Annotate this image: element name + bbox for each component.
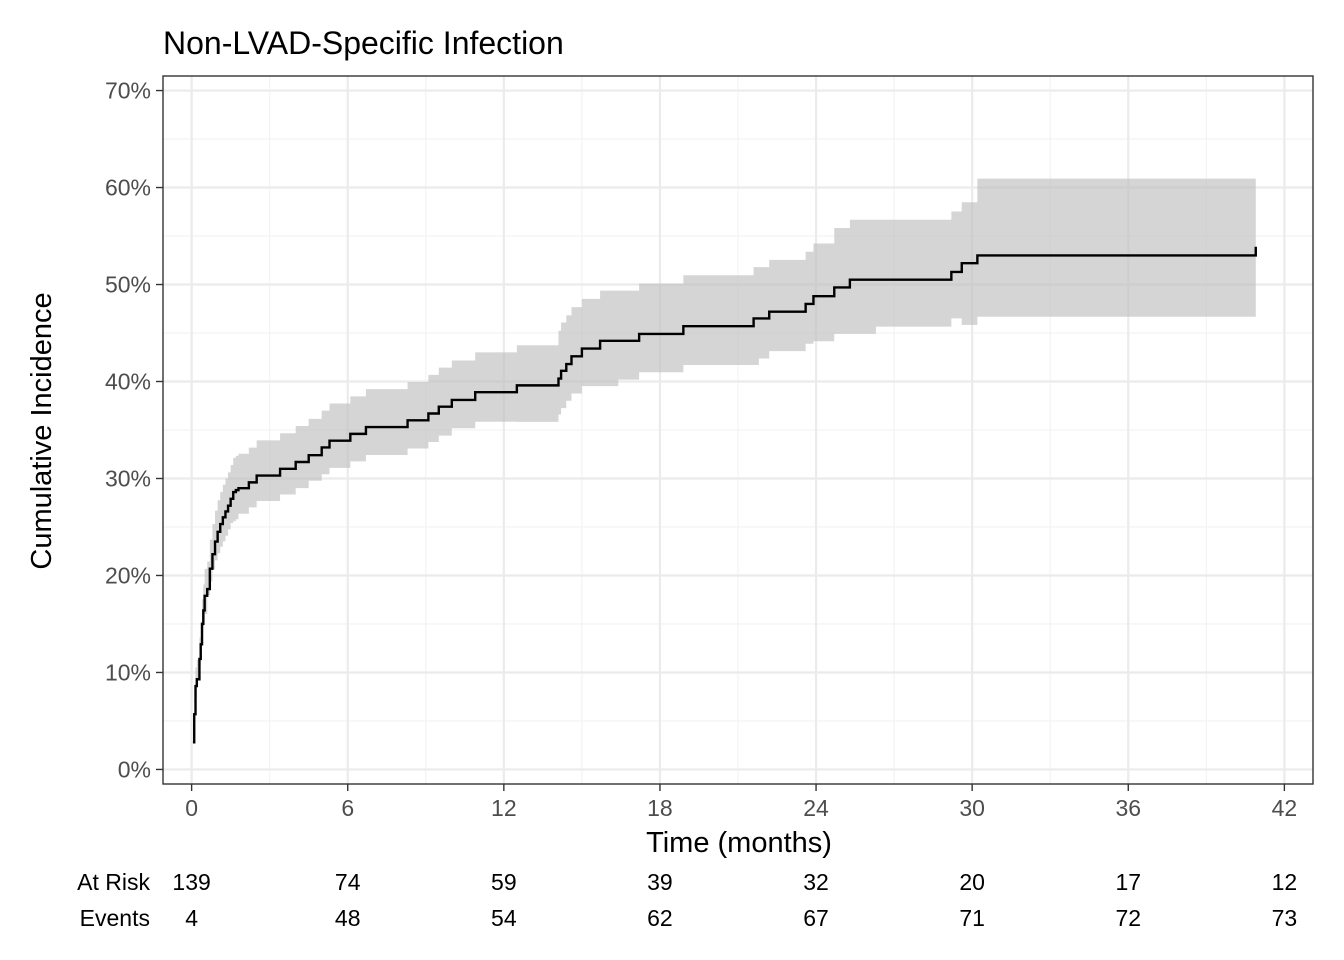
risk-table-value: 73 [1272,905,1298,931]
y-axis-title: Cumulative Incidence [26,292,58,569]
risk-table-value: 59 [491,869,517,895]
plot-panel [162,75,1314,785]
y-tick-label: 10% [105,659,151,685]
x-tick-label: 18 [647,795,673,821]
risk-table-value: 4 [185,905,198,931]
risk-table-value: 139 [172,869,210,895]
y-tick-label: 40% [105,369,151,395]
y-tick-label: 60% [105,175,151,201]
risk-table-value: 74 [335,869,361,895]
risk-table-value: 32 [803,869,829,895]
risk-table-value: 20 [959,869,985,895]
x-tick-label: 0 [185,795,198,821]
risk-table-value: 17 [1115,869,1141,895]
x-tick-label: 12 [491,795,517,821]
x-tick-label: 30 [959,795,985,821]
y-axis: 0% 10% 20% 30% 40% 50% 60% 70% [105,78,163,782]
y-tick-label: 70% [105,78,151,104]
cumulative-incidence-line [192,246,1257,744]
risk-table-value: 12 [1272,869,1298,895]
risk-table-value: 67 [803,905,829,931]
y-tick-label: 30% [105,465,151,491]
risk-table-value: 72 [1115,905,1141,931]
risk-row-label: Events [80,905,150,931]
x-tick-label: 24 [803,795,829,821]
panel-border [162,75,1314,785]
y-tick-label: 0% [118,756,151,782]
risk-table-value: 39 [647,869,673,895]
x-tick-label: 36 [1115,795,1141,821]
x-axis-title: Time (months) [646,827,832,859]
x-axis: 0 6 12 18 24 30 36 42 [185,784,1297,821]
risk-table-value: 71 [959,905,985,931]
risk-table-value: 54 [491,905,517,931]
risk-row-label: At Risk [77,869,150,895]
risk-table-value: 62 [647,905,673,931]
y-tick-label: 50% [105,272,151,298]
risk-table: At Risk 139 74 59 39 32 20 17 12 Events 4 48 54 62 67 7… [77,869,1297,931]
y-tick-label: 20% [105,562,151,588]
risk-table-value: 48 [335,905,361,931]
confidence-band [192,169,1256,752]
x-tick-label: 42 [1272,795,1298,821]
chart-title: Non-LVAD-Specific Infection [163,25,564,61]
x-tick-label: 6 [341,795,354,821]
